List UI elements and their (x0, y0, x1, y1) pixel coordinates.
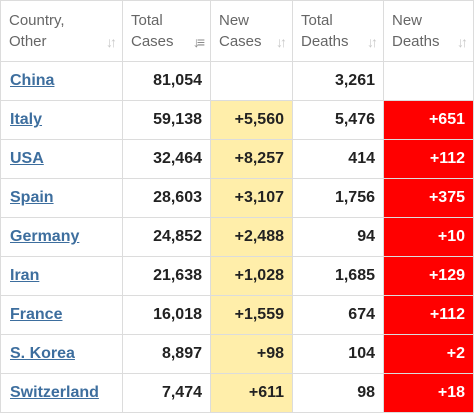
cell-new-cases (210, 61, 293, 101)
column-header-country[interactable]: Country, Other ↓↑ (0, 0, 123, 62)
cell-total-cases: 8,897 (122, 334, 211, 374)
cell-new-deaths: +651 (383, 100, 474, 140)
header-label-line1: New (219, 12, 250, 29)
sort-arrows-icon[interactable]: ↓↑ (276, 34, 287, 50)
header-row: Country, Other ↓↑ Total Cases ↓≡ New Cas… (0, 0, 474, 62)
country-link[interactable]: France (10, 306, 63, 323)
cell-total-cases: 16,018 (122, 295, 211, 335)
table-row: Switzerland 7,474 +611 98 +18 (0, 373, 474, 413)
cell-total-deaths: 94 (292, 217, 384, 257)
header-label-line1: Country, (9, 12, 65, 29)
table-header: Country, Other ↓↑ Total Cases ↓≡ New Cas… (0, 0, 474, 62)
table-row: Italy 59,138 +5,560 5,476 +651 (0, 100, 474, 140)
column-header-new-cases[interactable]: New Cases ↓↑ (210, 0, 293, 62)
header-label-line1: Total (131, 12, 163, 29)
cell-country: S. Korea (0, 334, 123, 374)
cell-total-deaths: 1,685 (292, 256, 384, 296)
table-body: China 81,054 3,261 Italy 59,138 +5,560 5,476 +6… (0, 61, 474, 413)
header-label-line2: Deaths (392, 33, 440, 50)
country-link[interactable]: Iran (10, 267, 40, 284)
cell-total-cases: 81,054 (122, 61, 211, 101)
cell-country: China (0, 61, 123, 101)
cell-total-deaths: 414 (292, 139, 384, 179)
table-row: France 16,018 +1,559 674 +112 (0, 295, 474, 335)
country-link[interactable]: Spain (10, 189, 54, 206)
cell-total-deaths: 104 (292, 334, 384, 374)
cell-new-deaths: +375 (383, 178, 474, 218)
cell-total-deaths: 5,476 (292, 100, 384, 140)
cell-new-cases: +1,559 (210, 295, 293, 335)
header-label-line2: Cases (219, 33, 262, 50)
cell-new-deaths: +112 (383, 139, 474, 179)
table-row: Spain 28,603 +3,107 1,756 +375 (0, 178, 474, 218)
cell-country: Italy (0, 100, 123, 140)
cell-country: Switzerland (0, 373, 123, 413)
cell-total-cases: 28,603 (122, 178, 211, 218)
cell-country: Germany (0, 217, 123, 257)
table-row: S. Korea 8,897 +98 104 +2 (0, 334, 474, 374)
country-link[interactable]: China (10, 72, 55, 89)
cell-new-deaths: +18 (383, 373, 474, 413)
column-header-new-deaths[interactable]: New Deaths ↓↑ (383, 0, 474, 62)
table-row: Iran 21,638 +1,028 1,685 +129 (0, 256, 474, 296)
cell-new-cases: +1,028 (210, 256, 293, 296)
cell-new-cases: +98 (210, 334, 293, 374)
header-label-line2: Cases (131, 33, 174, 50)
country-link[interactable]: Italy (10, 111, 43, 128)
cell-new-cases: +8,257 (210, 139, 293, 179)
table-row: China 81,054 3,261 (0, 61, 474, 101)
cell-total-deaths: 98 (292, 373, 384, 413)
table-row: Germany 24,852 +2,488 94 +10 (0, 217, 474, 257)
cell-total-deaths: 1,756 (292, 178, 384, 218)
cell-total-cases: 32,464 (122, 139, 211, 179)
table-row: USA 32,464 +8,257 414 +112 (0, 139, 474, 179)
cell-total-deaths: 3,261 (292, 61, 384, 101)
cell-new-deaths: +112 (383, 295, 474, 335)
cell-new-cases: +611 (210, 373, 293, 413)
header-label-line2: Other (9, 33, 47, 50)
column-header-total-deaths[interactable]: Total Deaths ↓↑ (292, 0, 384, 62)
cell-total-cases: 7,474 (122, 373, 211, 413)
cell-total-cases: 59,138 (122, 100, 211, 140)
cell-new-deaths (383, 61, 474, 101)
header-label-line2: Deaths (301, 33, 349, 50)
cell-new-cases: +2,488 (210, 217, 293, 257)
sort-arrows-icon[interactable]: ↓↑ (106, 34, 117, 50)
cell-total-deaths: 674 (292, 295, 384, 335)
cell-new-deaths: +2 (383, 334, 474, 374)
cell-new-deaths: +129 (383, 256, 474, 296)
header-label-line1: New (392, 12, 423, 29)
cell-total-cases: 21,638 (122, 256, 211, 296)
cell-new-deaths: +10 (383, 217, 474, 257)
sort-descending-icon[interactable]: ↓≡ (192, 34, 205, 50)
cell-country: USA (0, 139, 123, 179)
sort-arrows-icon[interactable]: ↓↑ (457, 34, 468, 50)
cell-country: Spain (0, 178, 123, 218)
country-link[interactable]: S. Korea (10, 345, 75, 362)
country-link[interactable]: Switzerland (10, 384, 99, 401)
cell-country: France (0, 295, 123, 335)
header-label-line1: Total (301, 12, 333, 29)
country-link[interactable]: Germany (10, 228, 80, 245)
cell-new-cases: +3,107 (210, 178, 293, 218)
cell-country: Iran (0, 256, 123, 296)
sort-arrows-icon[interactable]: ↓↑ (367, 34, 378, 50)
column-header-total-cases[interactable]: Total Cases ↓≡ (122, 0, 211, 62)
country-link[interactable]: USA (10, 150, 44, 167)
cell-total-cases: 24,852 (122, 217, 211, 257)
cell-new-cases: +5,560 (210, 100, 293, 140)
